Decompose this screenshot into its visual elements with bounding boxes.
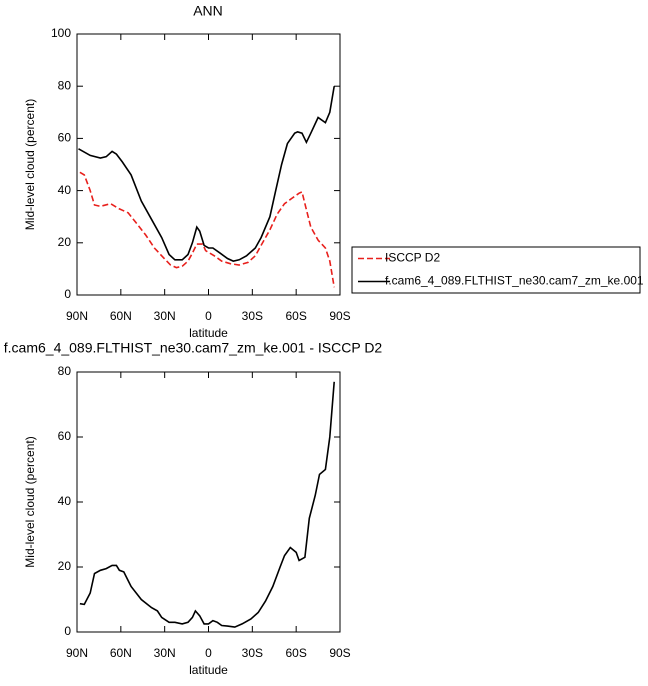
chart-title: ANN — [193, 3, 223, 19]
y-tick-label: 40 — [58, 183, 72, 197]
x-tick-label: 60N — [110, 309, 132, 323]
x-tick-label: 30S — [242, 309, 263, 323]
x-tick-label: 60S — [285, 309, 306, 323]
series-line — [78, 86, 335, 262]
y-tick-label: 20 — [58, 559, 72, 573]
legend-label: ISCCP D2 — [385, 251, 440, 265]
x-axis-label: latitude — [189, 326, 228, 340]
y-tick-label: 80 — [58, 364, 72, 378]
y-tick-label: 0 — [64, 287, 71, 301]
series-line — [79, 171, 335, 288]
y-tick-label: 100 — [51, 26, 71, 40]
y-axis-label: Mid-level cloud (percent) — [23, 436, 37, 567]
chart-title: f.cam6_4_089.FLTHIST_ne30.cam7_zm_ke.001… — [4, 340, 383, 356]
y-tick-label: 60 — [58, 131, 72, 145]
y-axis-label: Mid-level cloud (percent) — [23, 99, 37, 230]
y-tick-label: 40 — [58, 494, 72, 508]
y-tick-label: 0 — [64, 624, 71, 638]
plot-frame — [76, 371, 341, 633]
x-tick-label: 0 — [205, 646, 212, 660]
series-line — [79, 381, 335, 628]
x-tick-label: 60S — [285, 646, 306, 660]
x-tick-label: 90N — [66, 309, 88, 323]
y-tick-label: 60 — [58, 429, 72, 443]
x-tick-label: 60N — [110, 646, 132, 660]
x-tick-label: 30N — [154, 646, 176, 660]
plot-frame — [76, 33, 341, 296]
x-tick-label: 30N — [154, 309, 176, 323]
y-tick-label: 20 — [58, 235, 72, 249]
y-tick-label: 80 — [58, 78, 72, 92]
x-tick-label: 90S — [329, 309, 350, 323]
legend-box — [351, 246, 641, 294]
x-tick-label: 90N — [66, 646, 88, 660]
x-tick-label: 0 — [205, 309, 212, 323]
x-axis-label: latitude — [189, 663, 228, 677]
legend-label: f.cam6_4_089.FLTHIST_ne30.cam7_zm_ke.001 — [385, 274, 644, 288]
x-tick-label: 90S — [329, 646, 350, 660]
x-tick-label: 30S — [242, 646, 263, 660]
